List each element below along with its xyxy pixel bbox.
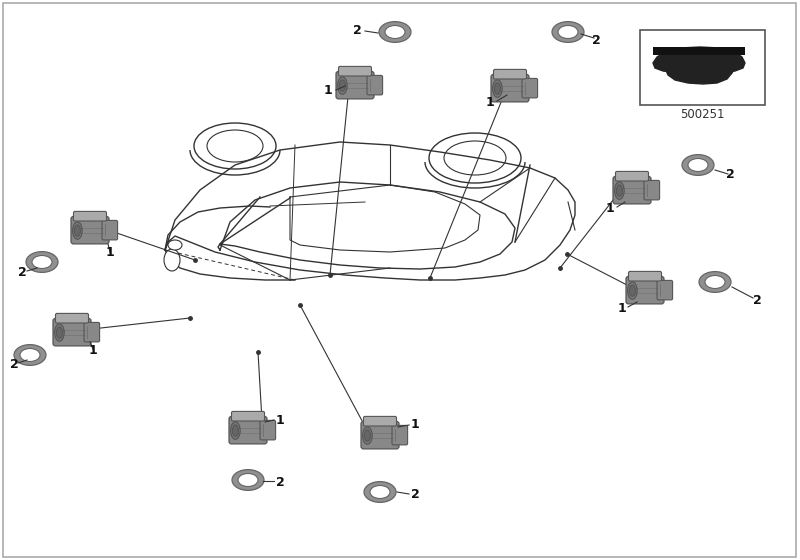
FancyBboxPatch shape bbox=[71, 216, 109, 244]
Ellipse shape bbox=[20, 348, 40, 362]
FancyBboxPatch shape bbox=[367, 76, 382, 95]
Ellipse shape bbox=[73, 222, 82, 239]
FancyBboxPatch shape bbox=[522, 78, 538, 98]
FancyBboxPatch shape bbox=[629, 272, 662, 281]
Text: 2: 2 bbox=[353, 24, 362, 36]
Text: 1: 1 bbox=[486, 96, 494, 109]
Ellipse shape bbox=[705, 276, 725, 288]
FancyBboxPatch shape bbox=[84, 323, 99, 342]
FancyBboxPatch shape bbox=[392, 426, 408, 445]
Ellipse shape bbox=[164, 249, 180, 271]
Ellipse shape bbox=[238, 474, 258, 487]
Ellipse shape bbox=[362, 427, 372, 444]
FancyBboxPatch shape bbox=[626, 277, 664, 304]
Ellipse shape bbox=[385, 26, 405, 39]
FancyBboxPatch shape bbox=[644, 180, 659, 200]
Text: 2: 2 bbox=[10, 358, 18, 371]
Ellipse shape bbox=[74, 225, 80, 236]
Ellipse shape bbox=[699, 272, 731, 292]
Polygon shape bbox=[653, 47, 745, 73]
Ellipse shape bbox=[552, 22, 584, 43]
Text: 1: 1 bbox=[618, 301, 626, 315]
Ellipse shape bbox=[194, 123, 276, 169]
FancyBboxPatch shape bbox=[361, 422, 399, 449]
FancyBboxPatch shape bbox=[74, 211, 106, 221]
Text: 1: 1 bbox=[106, 246, 114, 259]
FancyBboxPatch shape bbox=[53, 319, 91, 346]
Ellipse shape bbox=[494, 83, 501, 94]
Text: 1: 1 bbox=[324, 83, 332, 96]
Bar bbox=[640, 30, 765, 105]
FancyBboxPatch shape bbox=[615, 171, 649, 181]
Ellipse shape bbox=[207, 130, 263, 162]
Text: 1: 1 bbox=[410, 418, 419, 432]
FancyBboxPatch shape bbox=[231, 412, 265, 421]
Ellipse shape bbox=[429, 133, 521, 183]
Text: 1: 1 bbox=[89, 343, 98, 357]
Ellipse shape bbox=[233, 425, 238, 436]
FancyBboxPatch shape bbox=[102, 221, 118, 240]
Ellipse shape bbox=[628, 282, 637, 299]
Ellipse shape bbox=[26, 251, 58, 272]
Ellipse shape bbox=[168, 240, 182, 250]
Text: 2: 2 bbox=[18, 267, 26, 279]
Text: 2: 2 bbox=[753, 293, 762, 306]
Ellipse shape bbox=[339, 80, 346, 91]
Ellipse shape bbox=[379, 22, 411, 43]
Text: 2: 2 bbox=[726, 169, 734, 181]
Text: 1: 1 bbox=[606, 202, 614, 214]
FancyBboxPatch shape bbox=[657, 281, 673, 300]
Ellipse shape bbox=[444, 141, 506, 175]
FancyBboxPatch shape bbox=[229, 417, 267, 444]
Ellipse shape bbox=[338, 77, 347, 94]
Text: 2: 2 bbox=[410, 488, 419, 502]
Ellipse shape bbox=[682, 155, 714, 175]
Text: 1: 1 bbox=[276, 413, 284, 427]
Ellipse shape bbox=[688, 158, 708, 171]
Ellipse shape bbox=[630, 285, 635, 296]
Ellipse shape bbox=[14, 344, 46, 366]
FancyBboxPatch shape bbox=[55, 314, 89, 323]
Text: 2: 2 bbox=[592, 34, 600, 46]
FancyBboxPatch shape bbox=[260, 421, 275, 440]
Text: 500251: 500251 bbox=[680, 109, 724, 122]
FancyBboxPatch shape bbox=[494, 69, 526, 79]
Ellipse shape bbox=[370, 486, 390, 498]
Text: 2: 2 bbox=[276, 475, 284, 488]
FancyBboxPatch shape bbox=[363, 417, 397, 426]
Ellipse shape bbox=[364, 482, 396, 502]
Ellipse shape bbox=[614, 182, 624, 199]
Ellipse shape bbox=[364, 430, 370, 441]
FancyBboxPatch shape bbox=[613, 176, 651, 204]
Ellipse shape bbox=[56, 327, 62, 338]
Ellipse shape bbox=[616, 185, 622, 197]
Ellipse shape bbox=[558, 26, 578, 39]
Bar bbox=[653, 47, 745, 55]
Ellipse shape bbox=[493, 80, 502, 97]
Ellipse shape bbox=[232, 470, 264, 491]
Ellipse shape bbox=[54, 324, 64, 341]
FancyBboxPatch shape bbox=[338, 67, 371, 76]
FancyBboxPatch shape bbox=[491, 74, 529, 102]
Ellipse shape bbox=[32, 255, 52, 268]
FancyBboxPatch shape bbox=[336, 71, 374, 99]
Polygon shape bbox=[665, 68, 735, 84]
Ellipse shape bbox=[230, 422, 240, 439]
